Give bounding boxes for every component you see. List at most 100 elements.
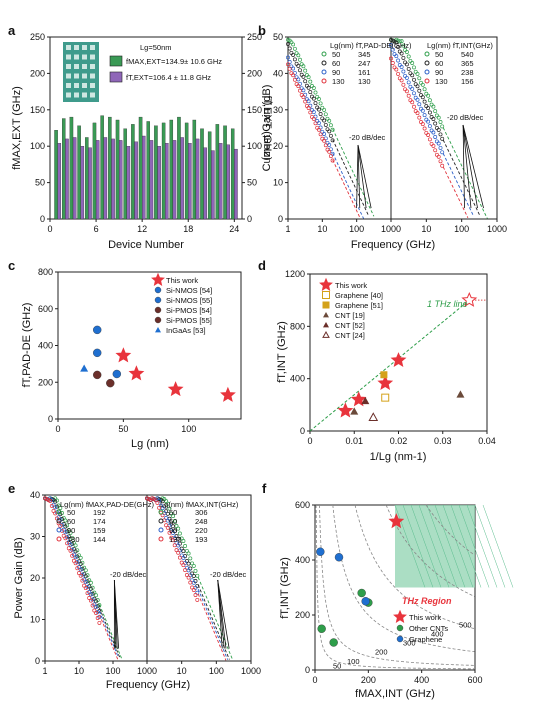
data-marker-50 bbox=[63, 518, 68, 523]
data-marker-60 bbox=[401, 55, 406, 60]
data-marker-90 bbox=[412, 91, 416, 96]
data-marker-60 bbox=[310, 94, 314, 99]
data-marker-130 bbox=[320, 136, 325, 141]
data-marker-60 bbox=[413, 82, 418, 87]
legend-f-50: 306 bbox=[195, 508, 208, 517]
data-marker-130 bbox=[399, 78, 404, 83]
data-marker-50 bbox=[167, 506, 172, 511]
data-marker-50 bbox=[296, 53, 301, 58]
data-marker-60 bbox=[415, 84, 420, 89]
data-marker-60 bbox=[433, 121, 438, 126]
y-tick-label: 100 bbox=[30, 141, 45, 151]
legend-marker-50 bbox=[56, 509, 62, 515]
data-marker-130 bbox=[401, 82, 406, 87]
data-marker-60 bbox=[53, 499, 58, 504]
x-tick-label: 10 bbox=[317, 224, 327, 234]
data-marker-50 bbox=[427, 98, 432, 103]
legend-label: Graphene [40] bbox=[335, 291, 383, 300]
panel-f-label: f bbox=[262, 481, 267, 496]
data-marker-90 bbox=[392, 52, 397, 57]
data-marker-90 bbox=[438, 145, 443, 150]
data-marker-130 bbox=[429, 141, 434, 146]
data-marker-130 bbox=[304, 103, 309, 108]
legend-marker bbox=[396, 624, 404, 632]
x-tick-label: 0.02 bbox=[390, 436, 408, 446]
bar-ft bbox=[195, 138, 200, 220]
legend-f-90: 238 bbox=[461, 68, 474, 77]
fit-line-90 bbox=[99, 611, 119, 658]
data-marker-50 bbox=[431, 104, 436, 109]
data-marker-50 bbox=[73, 543, 78, 548]
slope-arrow bbox=[462, 124, 478, 209]
x-tick-label: 10 bbox=[421, 224, 431, 234]
data-marker-60 bbox=[327, 129, 332, 134]
y-tick-label: 10 bbox=[273, 178, 283, 188]
panel-b-ylabel: Current Gain (dB) bbox=[261, 85, 273, 172]
data-marker-60 bbox=[88, 586, 93, 591]
x-tick-label: 1000 bbox=[137, 666, 157, 676]
region-hatch bbox=[450, 504, 482, 588]
data-marker-60 bbox=[94, 599, 98, 604]
data-marker-60 bbox=[83, 574, 88, 579]
y-tick-label: 800 bbox=[290, 321, 305, 331]
y-tick-label: 600 bbox=[38, 304, 53, 314]
y-tick-label: 50 bbox=[35, 178, 45, 188]
bar-fmax bbox=[169, 119, 174, 220]
data-marker-50 bbox=[311, 86, 316, 90]
data-marker-60 bbox=[181, 549, 186, 554]
bar-fmax bbox=[62, 118, 66, 220]
bar-ft bbox=[126, 146, 131, 220]
x-tick-label: 100 bbox=[349, 224, 364, 234]
legend-lg-90: 90 bbox=[67, 526, 75, 535]
legend-marker-60 bbox=[158, 518, 164, 524]
chip-pad bbox=[90, 92, 95, 98]
point-graphene bbox=[334, 553, 344, 562]
thz-star bbox=[461, 291, 478, 307]
data-marker-130 bbox=[301, 95, 306, 100]
data-marker-130 bbox=[90, 603, 95, 608]
bar-ft bbox=[203, 147, 207, 220]
data-marker-90 bbox=[401, 69, 406, 74]
bar-fmax bbox=[85, 137, 89, 220]
data-marker-50 bbox=[177, 531, 182, 536]
legend-marker bbox=[323, 322, 329, 328]
legend-label: CNT [19] bbox=[335, 311, 365, 320]
x-tick-label: 10 bbox=[74, 666, 84, 676]
contour-label: 400 bbox=[431, 629, 444, 638]
bar-ft bbox=[80, 146, 85, 220]
data-marker-130 bbox=[75, 566, 80, 571]
data-marker-50 bbox=[165, 501, 170, 506]
data-marker-60 bbox=[299, 72, 304, 77]
bar-ft bbox=[142, 135, 146, 220]
data-marker-130 bbox=[406, 93, 411, 98]
legend-label: Si-PMOS [54] bbox=[166, 306, 212, 315]
panel-e-ylabel: Power Gain (dB) bbox=[13, 537, 25, 618]
data-marker-50 bbox=[406, 54, 411, 59]
x-tick-label: 0.01 bbox=[345, 436, 363, 446]
chip-pad bbox=[82, 45, 87, 50]
data-marker-130 bbox=[394, 67, 399, 72]
data-marker-130 bbox=[186, 575, 191, 580]
panel-e-right-slope: -20 dB/dec bbox=[210, 570, 247, 579]
point-this-work bbox=[128, 365, 145, 381]
data-marker-130 bbox=[396, 71, 401, 76]
legend-marker-50 bbox=[424, 51, 430, 57]
data-marker-130 bbox=[299, 93, 304, 97]
legend-marker-50 bbox=[321, 51, 327, 57]
data-marker-130 bbox=[58, 523, 63, 528]
y2-tick-label: 50 bbox=[247, 178, 257, 188]
panel-b-left-slope: -20 dB/dec bbox=[349, 133, 386, 142]
data-marker-50 bbox=[424, 91, 429, 96]
data-marker-130 bbox=[440, 163, 445, 168]
data-marker-50 bbox=[318, 101, 323, 106]
y-tick-label: 40 bbox=[273, 68, 283, 78]
y-tick-label: 1200 bbox=[285, 269, 305, 279]
bar-fmax bbox=[146, 121, 150, 220]
data-marker-50 bbox=[419, 80, 423, 85]
legend-lg-130: 130 bbox=[435, 77, 448, 86]
data-marker-130 bbox=[78, 573, 83, 578]
legend-swatch-ft bbox=[109, 71, 123, 83]
y2-tick-label: 200 bbox=[247, 68, 262, 78]
fit-line-60 bbox=[332, 139, 370, 217]
legend-marker bbox=[323, 312, 329, 318]
